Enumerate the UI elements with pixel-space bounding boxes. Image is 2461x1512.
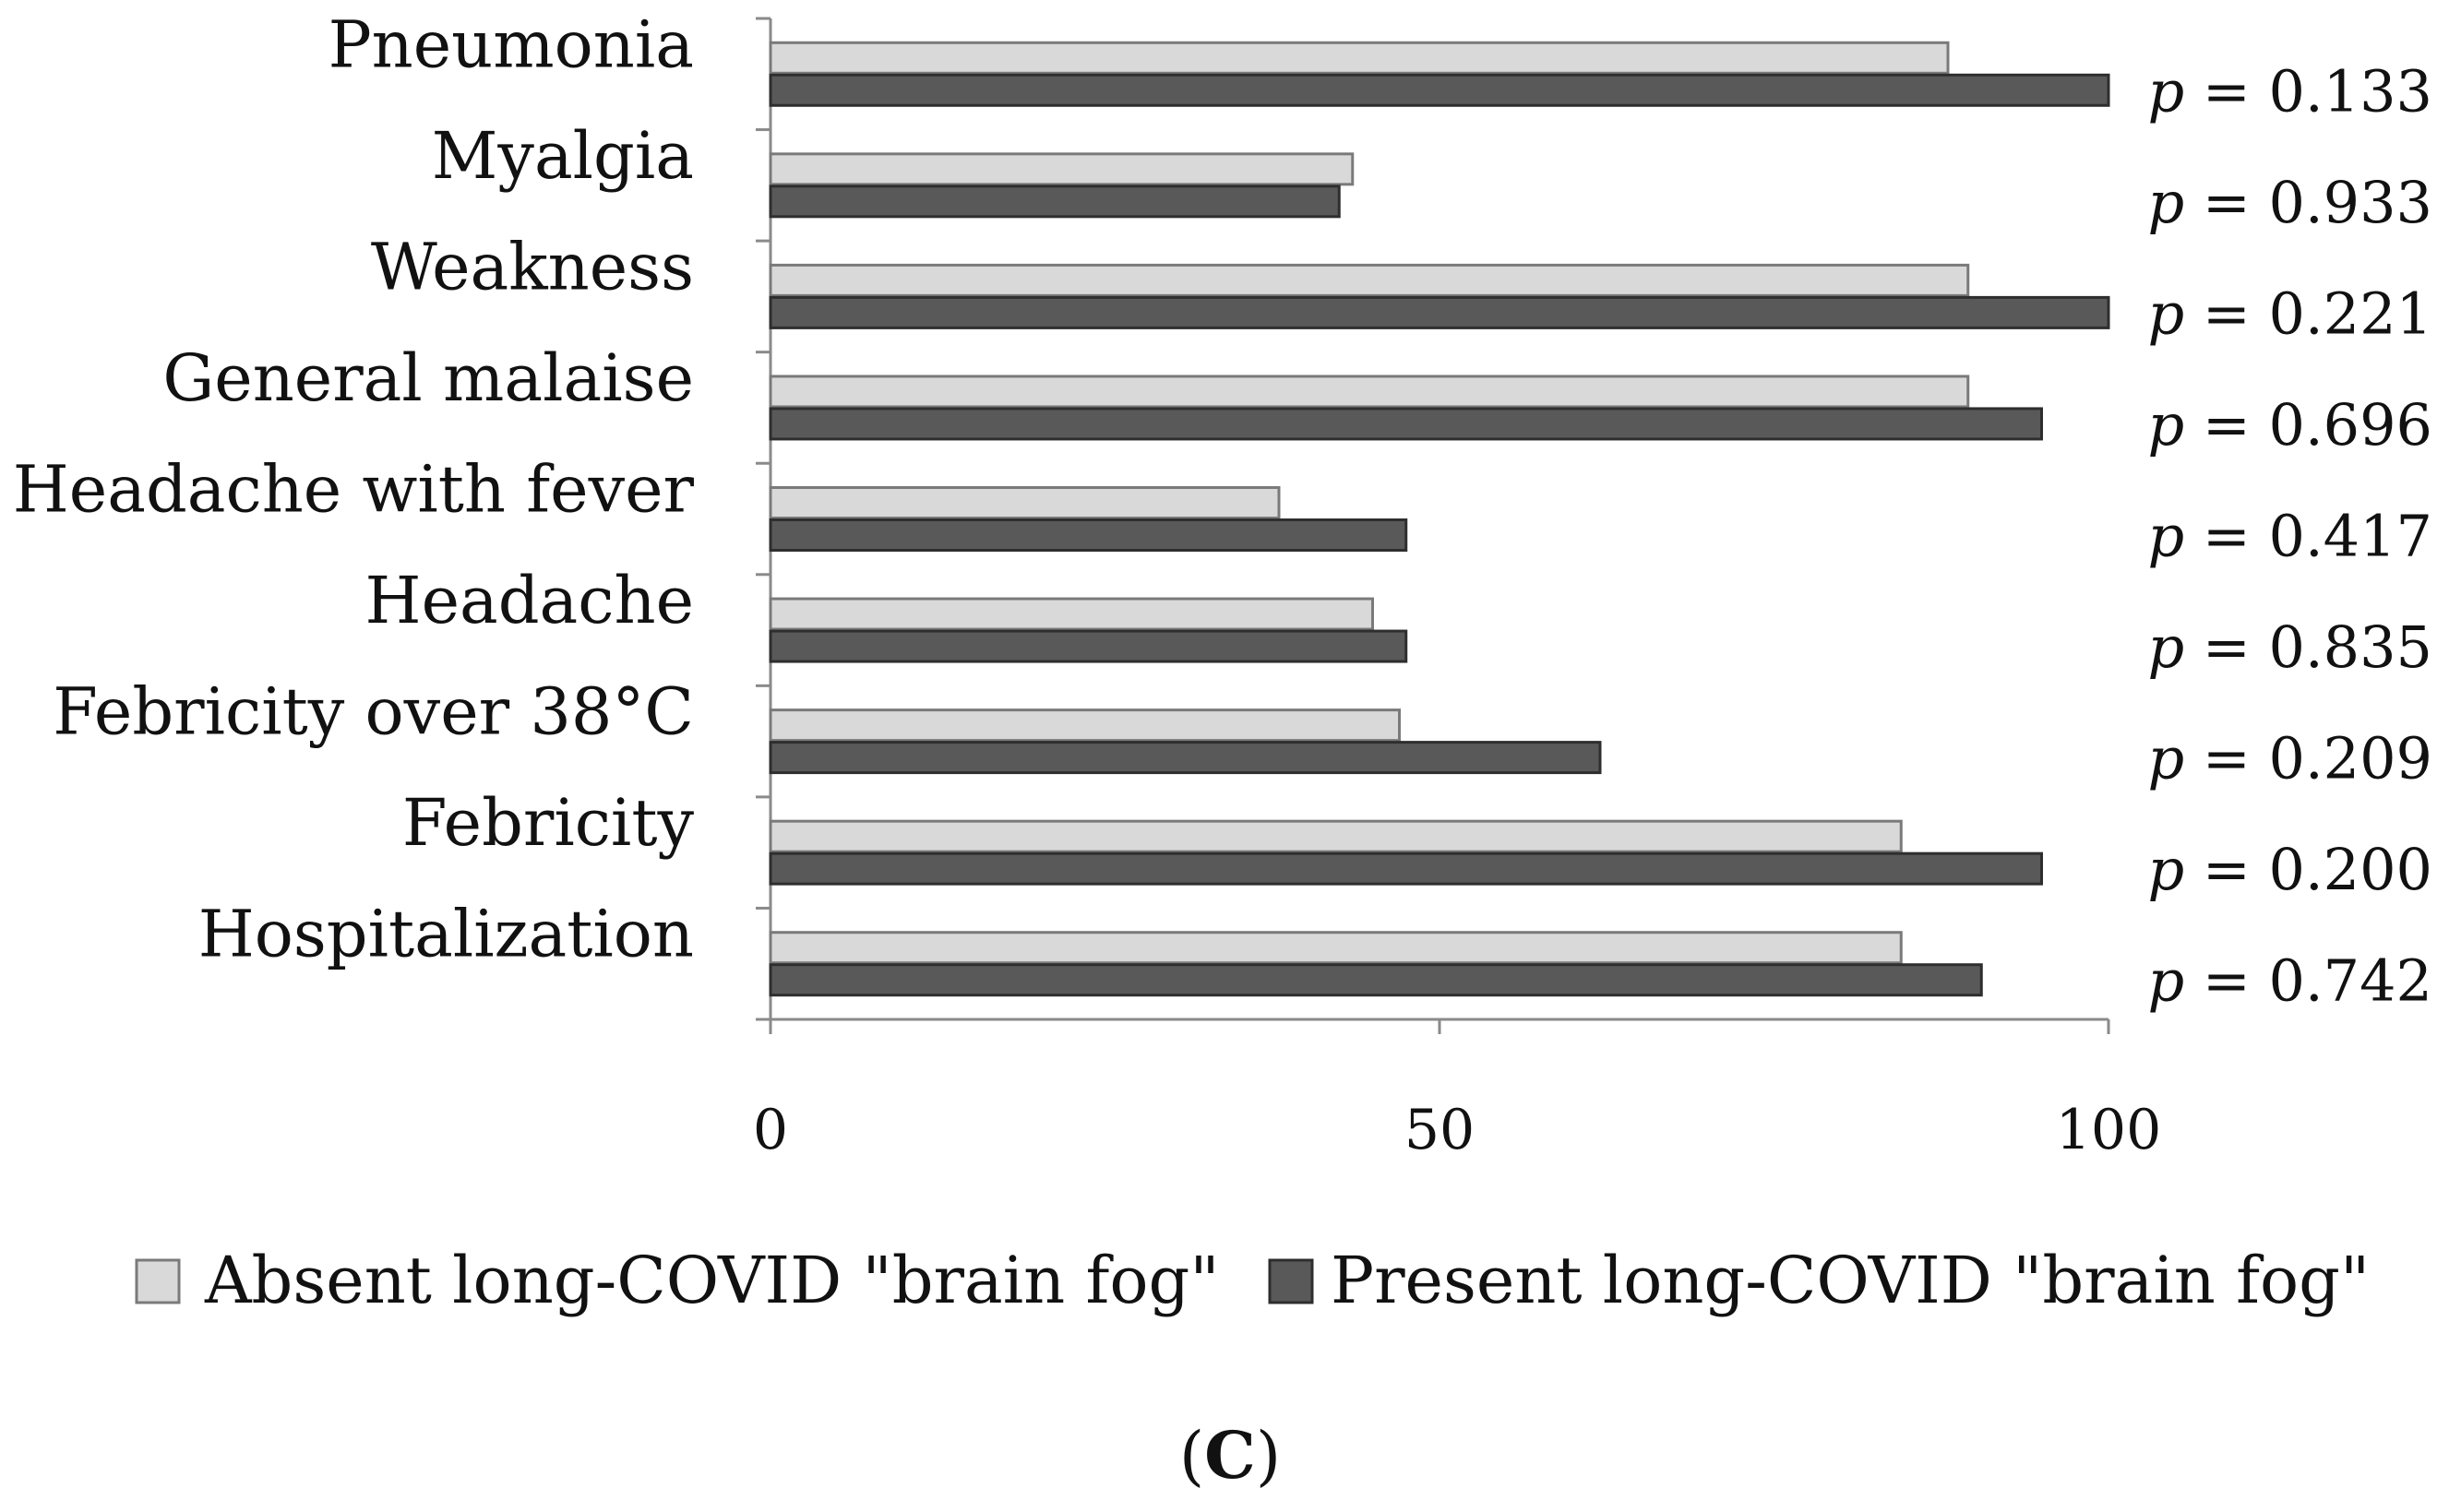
category-label: Myalgia [432, 118, 694, 194]
bar-present [769, 741, 1602, 775]
bar-absent [769, 931, 1903, 965]
category-labels: Pneumonia Myalgia Weakness General malaise H… [13, 6, 695, 971]
p-value-label: p = 0.133 [2147, 57, 2432, 125]
p-value-label: p = 0.221 [2147, 280, 2432, 347]
category-label: Febricity over 38°C [53, 674, 694, 750]
category-label: Febricity [402, 785, 695, 861]
p-value-label: p = 0.417 [2147, 503, 2432, 570]
x-tick-label: 50 [1404, 1098, 1475, 1162]
bar-absent [769, 486, 1281, 519]
category-label: Pneumonia [329, 6, 694, 82]
category-label: General malaise [162, 340, 694, 416]
bar-absent [769, 152, 1355, 186]
p-value-label: p = 0.835 [2147, 613, 2432, 681]
x-tick-label: 100 [2056, 1098, 2162, 1162]
legend: Absent long-COVID "brain fog" Present lon… [135, 1243, 2370, 1318]
p-value-label: p = 0.933 [2147, 169, 2432, 236]
bar-absent [769, 375, 1970, 409]
category-label: Weakness [371, 229, 694, 304]
bars [769, 41, 2110, 997]
bar-present [769, 185, 1341, 219]
bar-absent [769, 597, 1374, 631]
bar-present [769, 295, 2110, 329]
bar-present [769, 73, 2110, 107]
p-value-label: p = 0.200 [2147, 836, 2432, 903]
bar-absent [769, 263, 1970, 297]
legend-swatch-absent [135, 1258, 181, 1304]
legend-label: Absent long-COVID "brain fog" [204, 1243, 1220, 1318]
bar-present [769, 851, 2043, 886]
x-tick-labels: 0 50 100 [753, 1098, 2161, 1162]
p-value-labels: p = 0.133 p = 0.933 p = 0.221 p = 0.696 p = … [2147, 57, 2432, 1014]
p-value-label: p = 0.209 [2147, 725, 2432, 792]
bar-present [769, 629, 1408, 663]
bar-absent [769, 708, 1401, 743]
category-label: Headache with fever [13, 452, 695, 528]
legend-swatch-present [1268, 1258, 1314, 1304]
category-label: Headache [365, 563, 694, 638]
p-value-label: p = 0.696 [2147, 391, 2432, 458]
legend-label: Present long-COVID "brain fog" [1331, 1243, 2370, 1318]
panel-label: (C) [1179, 1417, 1281, 1494]
bar-absent [769, 41, 1950, 75]
p-value-label: p = 0.742 [2147, 947, 2432, 1015]
bar-present [769, 407, 2043, 441]
bar-present [769, 963, 1983, 997]
category-label: Hospitalization [198, 897, 694, 972]
x-tick-label: 0 [753, 1098, 788, 1162]
bar-present [769, 518, 1408, 552]
bar-absent [769, 819, 1903, 853]
